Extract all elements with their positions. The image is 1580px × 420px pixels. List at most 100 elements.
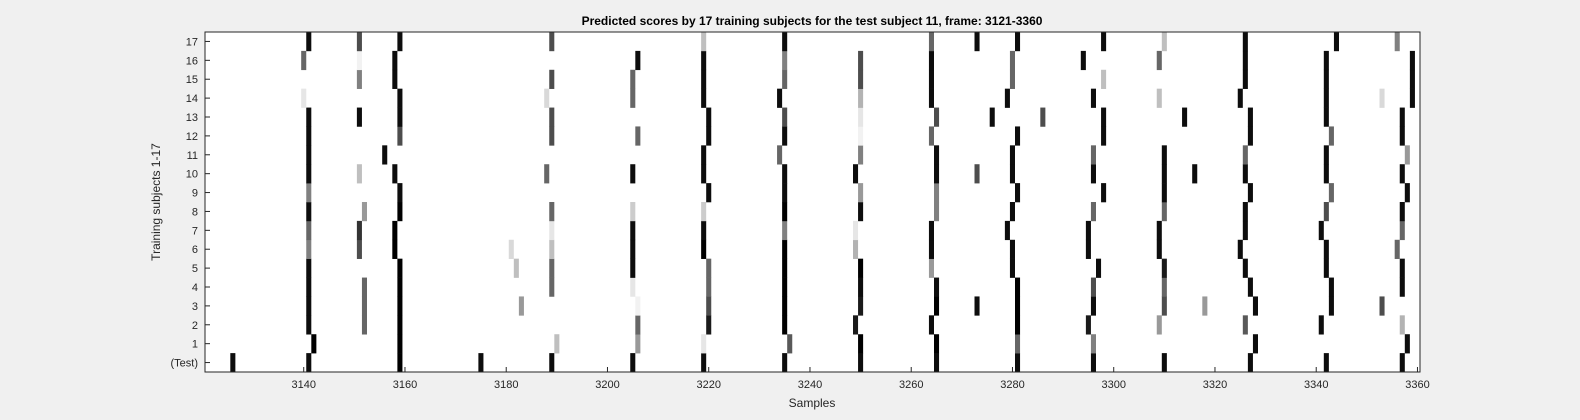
- heatmap-cell: [356, 69, 362, 89]
- heatmap-cell: [782, 239, 788, 259]
- heatmap-cell: [306, 220, 312, 241]
- heatmap-cell: [361, 296, 367, 316]
- heatmap-cell: [549, 220, 555, 241]
- heatmap-cell: [701, 220, 707, 241]
- axis-ticks: 3140 3160 3180 3200 3220 3240 3260 3280 3300 3320…: [171, 36, 1430, 391]
- heatmap-cell: [1399, 258, 1405, 278]
- heatmap-cell: [361, 315, 367, 335]
- heatmap-cell: [1182, 107, 1188, 127]
- heatmap-cell: [1399, 277, 1405, 297]
- heatmap-cell: [549, 69, 555, 89]
- heatmap-cell: [306, 164, 312, 184]
- heatmap-cell: [397, 183, 403, 203]
- heatmap-cell: [1156, 239, 1162, 259]
- heatmap-cell: [1015, 296, 1021, 316]
- heatmap-cell: [1242, 258, 1248, 278]
- heatmap-cell: [306, 126, 312, 146]
- heatmap-cell: [706, 315, 712, 335]
- heatmap-cell: [1009, 258, 1015, 278]
- heatmap-cell: [706, 183, 712, 203]
- heatmap-cell: [630, 69, 636, 89]
- x-tick-label: 3240: [798, 379, 822, 391]
- x-tick-label: 3200: [595, 379, 619, 391]
- heatmap-cell: [1161, 296, 1167, 316]
- heatmap-cell: [782, 296, 788, 316]
- heatmap-cell: [635, 126, 641, 146]
- heatmap-cell: [1156, 315, 1162, 335]
- heatmap-cell: [549, 277, 555, 297]
- heatmap-cell: [1009, 202, 1015, 222]
- heatmap-cell: [934, 202, 940, 222]
- heatmap-cell: [1009, 164, 1015, 184]
- heatmap-cell: [858, 69, 864, 89]
- heatmap-cell: [1009, 50, 1015, 71]
- heatmap-cell: [1323, 107, 1329, 127]
- heatmap-cell: [1399, 202, 1405, 222]
- heatmap-cell: [858, 107, 864, 127]
- heatmap-cell: [858, 183, 864, 203]
- heatmap-cell: [1323, 164, 1329, 184]
- heatmap-cell: [989, 107, 995, 127]
- heatmap-cell: [392, 164, 398, 184]
- heatmap-cell: [928, 126, 934, 146]
- heatmap-cell: [1009, 239, 1015, 259]
- heatmap-cell: [1242, 32, 1248, 52]
- x-tick-label: 3280: [1000, 379, 1024, 391]
- heatmap-cell: [1085, 239, 1091, 259]
- heatmap-cell: [858, 88, 864, 108]
- heatmap-cell: [1090, 88, 1096, 108]
- heatmap-cell: [928, 258, 934, 278]
- x-tick-label: 3360: [1405, 379, 1429, 391]
- heatmap-cell: [782, 50, 788, 71]
- heatmap-cell: [306, 107, 312, 127]
- heatmap-cell: [635, 296, 641, 316]
- heatmap-cell: [1404, 334, 1410, 354]
- heatmap-cell: [1009, 69, 1015, 89]
- heatmap-cell: [392, 50, 398, 71]
- heatmap-cell: [782, 32, 788, 52]
- heatmap-cell: [1040, 107, 1046, 127]
- heatmap-cell: [549, 353, 555, 373]
- y-tick-label: 8: [192, 206, 198, 218]
- heatmap-cell: [858, 277, 864, 297]
- heatmap-cell: [1090, 145, 1096, 165]
- heatmap-cell: [858, 145, 864, 165]
- heatmap-cell: [1323, 145, 1329, 165]
- heatmap-cell: [706, 296, 712, 316]
- heatmap-cell: [1252, 296, 1258, 316]
- heatmap-cell: [1394, 239, 1400, 259]
- heatmap-cell: [1409, 69, 1415, 89]
- heatmap-cell: [1247, 353, 1253, 373]
- heatmap-cell: [782, 258, 788, 278]
- y-tick-label: 12: [186, 131, 198, 143]
- heatmap-cell: [853, 220, 859, 241]
- x-tick-label: 3140: [291, 379, 315, 391]
- heatmap-cell: [928, 239, 934, 259]
- heatmap-cell: [701, 202, 707, 222]
- heatmap-cell: [397, 126, 403, 146]
- heatmap-cell: [1161, 164, 1167, 184]
- heatmap-cell: [554, 334, 560, 354]
- heatmap-cell: [782, 202, 788, 222]
- heatmap-cell: [706, 107, 712, 127]
- heatmap-cell: [934, 353, 940, 373]
- heatmap-cell: [782, 126, 788, 146]
- heatmap-cell: [508, 239, 514, 259]
- heatmap-cell: [306, 202, 312, 222]
- y-tick-label: 3: [192, 301, 198, 313]
- y-tick-label: 16: [186, 55, 198, 67]
- heatmap-cell: [549, 126, 555, 146]
- heatmap-cell: [306, 277, 312, 297]
- heatmap-cell: [974, 164, 980, 184]
- heatmap-cell: [392, 69, 398, 89]
- heatmap-cell: [934, 145, 940, 165]
- heatmap-cell: [1399, 220, 1405, 241]
- heatmap-cell: [549, 239, 555, 259]
- heatmap-cell: [928, 88, 934, 108]
- heatmap-cell: [853, 315, 859, 335]
- heatmap-cell: [1333, 32, 1339, 52]
- heatmap-cell: [1004, 88, 1010, 108]
- heatmap-cell: [361, 202, 367, 222]
- x-tick-label: 3340: [1304, 379, 1328, 391]
